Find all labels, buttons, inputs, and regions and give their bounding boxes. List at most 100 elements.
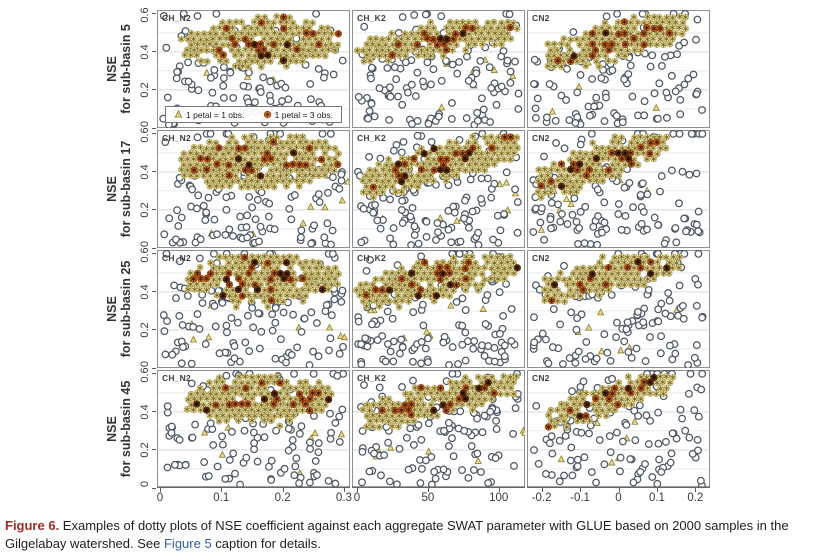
y-tick-label: 0.4 (139, 164, 151, 180)
y-tick-label: 0 (139, 480, 151, 488)
y-axis-title-subbasin-5: NSE for sub-basin 5 (105, 24, 133, 114)
x-tick-mark (498, 488, 500, 492)
x-tick-mark (427, 488, 429, 492)
x-tick-mark (160, 488, 161, 492)
y-axis-title-line2: for sub-basin 25 (119, 260, 133, 358)
y-tick-label: 0.6 (139, 7, 151, 23)
y-axis-title-subbasin-17: NSE for sub-basin 17 (105, 141, 133, 238)
x-tick-label: 0.1 (213, 492, 230, 504)
y-tick-label: 0.6 (139, 247, 151, 263)
panel-plot-canvas (527, 130, 710, 248)
y-tick-label: 0.2 (139, 442, 151, 458)
x-tick-mark (282, 488, 284, 492)
x-tick-mark (221, 488, 223, 492)
y-tick-mark (152, 209, 156, 211)
y-tick-mark (152, 247, 156, 249)
y-tick-mark (152, 367, 156, 369)
y-axis-title-line2: for sub-basin 5 (119, 24, 133, 114)
y-tick-label: 0.2 (139, 202, 151, 218)
x-tick-label: 100 (489, 492, 509, 504)
y-tick-label: 0.4 (139, 284, 151, 300)
y-tick-mark (152, 329, 156, 331)
x-tick-label: 0 (353, 492, 361, 504)
x-tick-mark (580, 488, 582, 492)
panel-plot-canvas (352, 10, 525, 128)
panel-subbasin5-ch_k2: CH_K2 (352, 10, 525, 128)
legend-item-label: 1 petal = 1 obs. (186, 109, 245, 120)
panel-subbasin17-ch_n2: CH_N2 (157, 130, 350, 248)
y-axis-title-line1: NSE (105, 176, 119, 202)
caption-figure-number: Figure 6. (5, 518, 60, 533)
panel-parameter-label-cn2: CN2 (532, 13, 550, 23)
y-tick-label: 0.4 (139, 404, 151, 420)
x-tick-mark (541, 488, 543, 492)
panel-subbasin25-ch_k2: CH_K2 (352, 250, 525, 368)
y-tick-mark (152, 291, 156, 293)
x-tick-mark (357, 488, 358, 492)
legend-item-label: 1 petal = 3 obs. (274, 109, 333, 120)
y-tick-mark (152, 253, 156, 255)
panel-parameter-label-cn2: CN2 (532, 373, 550, 383)
panel-plot-canvas (352, 130, 525, 248)
y-axis-title-line1: NSE (105, 296, 119, 322)
panel-plot-canvas (527, 250, 710, 368)
y-axis-title-subbasin-25: NSE for sub-basin 25 (105, 261, 133, 358)
panel-plot-canvas (352, 250, 525, 368)
y-tick-label: 0.6 (139, 127, 151, 143)
legend-disc-icon (263, 110, 271, 119)
panel-plot-canvas (157, 130, 350, 248)
caption-text-1: Examples of dotty plots of NSE coefficie… (5, 518, 789, 551)
x-tick-mark (618, 488, 620, 492)
panel-parameter-label-ch_n2: CH_N2 (162, 253, 191, 263)
panel-parameter-label-ch_k2: CH_K2 (357, 13, 386, 23)
panel-subbasin5-cn2: CN2 (527, 10, 710, 128)
panel-subbasin45-ch_n2: CH_N2 (157, 370, 350, 488)
panel-plot-canvas (352, 370, 525, 488)
legend-triangle-icon (174, 110, 183, 118)
panel-parameter-label-ch_k2: CH_K2 (357, 133, 386, 143)
panel-parameter-label-cn2: CN2 (532, 133, 550, 143)
panel-subbasin17-ch_k2: CH_K2 (352, 130, 525, 248)
figure-caption: Figure 6. Examples of dotty plots of NSE… (5, 517, 795, 552)
y-tick-mark (152, 51, 156, 53)
figure-6-dotty-plot-trellis: CH_N2 1 petal = 1 obs. 1 petal = 3 obs. CH_… (105, 7, 710, 504)
y-tick-label: 0 (139, 240, 151, 248)
y-axis-title-line2: for sub-basin 17 (119, 140, 133, 238)
panel-plot-canvas (527, 10, 710, 128)
y-tick-mark (152, 171, 156, 173)
y-axis-title-line1: NSE (105, 416, 119, 442)
panel-parameter-label-ch_n2: CH_N2 (162, 13, 191, 23)
panel-subbasin5-ch_n2: CH_N2 1 petal = 1 obs. 1 petal = 3 obs. (157, 10, 350, 128)
panel-subbasin45-cn2: CN2 (527, 370, 710, 488)
y-tick-label: 0 (139, 360, 151, 368)
y-tick-mark (152, 449, 156, 451)
panel-subbasin17-cn2: CN2 (527, 130, 710, 248)
y-tick-label: 0.4 (139, 44, 151, 60)
y-tick-mark (152, 411, 156, 413)
figure-5-link[interactable]: Figure 5 (163, 535, 212, 551)
x-tick-label: 0 (156, 492, 164, 504)
panel-parameter-label-ch_n2: CH_N2 (162, 133, 191, 143)
y-tick-label: 0.2 (139, 82, 151, 98)
y-tick-mark (152, 487, 156, 489)
y-tick-mark (152, 127, 156, 129)
x-tick-mark (656, 488, 658, 492)
caption-text-2: caption for details. (211, 535, 321, 551)
x-tick-label: 50 (421, 492, 435, 504)
x-tick-label: 0.2 (274, 492, 291, 504)
panel-subbasin25-cn2: CN2 (527, 250, 710, 368)
y-axis-title-line2: for sub-basin 45 (119, 380, 133, 478)
x-tick-label: 0.2 (687, 492, 704, 504)
panel-parameter-label-ch_n2: CH_N2 (162, 373, 191, 383)
x-tick-label: 0 (615, 492, 622, 504)
panel-parameter-label-ch_k2: CH_K2 (357, 373, 386, 383)
legend-item: 1 petal = 1 obs. (174, 110, 244, 120)
y-tick-label: 0 (139, 120, 151, 128)
panel-subbasin45-ch_k2: CH_K2 (352, 370, 525, 488)
x-tick-mark (343, 488, 345, 492)
y-tick-label: 0.6 (139, 367, 151, 383)
x-tick-label: -0.2 (531, 492, 552, 504)
panel-plot-canvas (157, 370, 350, 488)
legend-item: 1 petal = 3 obs. (263, 110, 333, 120)
